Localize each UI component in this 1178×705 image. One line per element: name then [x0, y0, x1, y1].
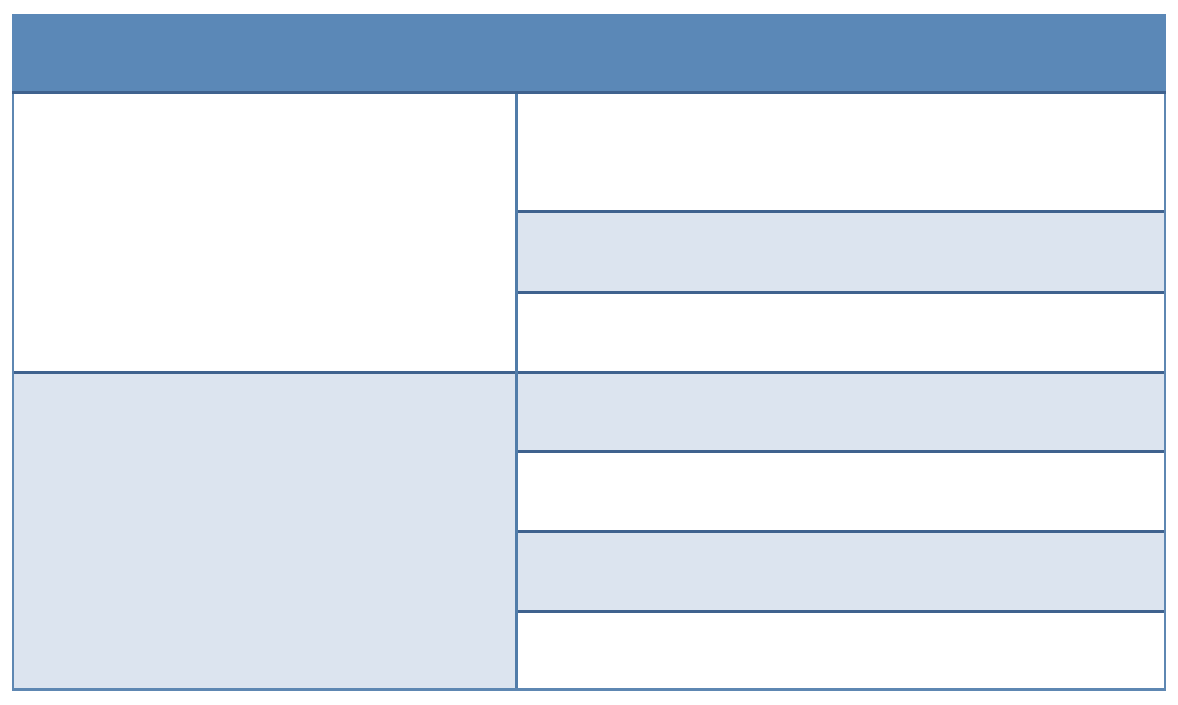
table-header-bar[interactable]: [12, 14, 1166, 94]
document-table: [12, 14, 1166, 691]
table-right-column: [518, 94, 1164, 688]
table-cell-right-7[interactable]: [518, 610, 1164, 688]
table-left-column: [14, 94, 518, 688]
table-cell-right-6[interactable]: [518, 530, 1164, 610]
table-cell-left-2[interactable]: [14, 371, 515, 688]
table-cell-right-1[interactable]: [518, 94, 1164, 210]
table-cell-right-3[interactable]: [518, 291, 1164, 371]
table-cell-right-2[interactable]: [518, 210, 1164, 291]
table-cell-right-4[interactable]: [518, 371, 1164, 450]
table-cell-left-1[interactable]: [14, 94, 515, 371]
table-cell-right-5[interactable]: [518, 450, 1164, 530]
table-body: [14, 94, 1164, 688]
